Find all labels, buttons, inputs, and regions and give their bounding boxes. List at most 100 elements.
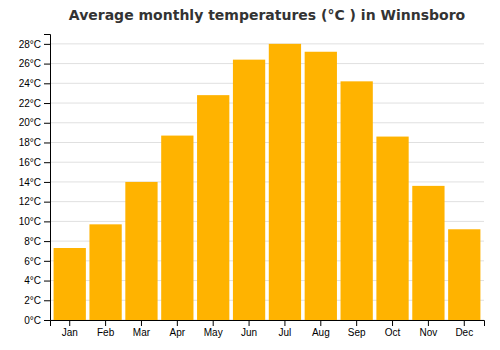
grid-line bbox=[50, 103, 484, 104]
x-tick-mark bbox=[105, 320, 106, 326]
y-tick: 10°C bbox=[19, 216, 50, 227]
y-tick-mark bbox=[44, 261, 50, 262]
bar bbox=[197, 95, 229, 320]
y-tick-mark bbox=[44, 202, 50, 203]
x-tick: Apr bbox=[170, 320, 186, 338]
y-tick-label: 12°C bbox=[19, 196, 41, 207]
y-tick-label: 20°C bbox=[19, 117, 41, 128]
y-tick: 28°C bbox=[19, 39, 50, 50]
x-tick-label: Jul bbox=[279, 327, 292, 338]
grid-line bbox=[50, 63, 484, 64]
x-tick-label: Dec bbox=[455, 327, 473, 338]
bar bbox=[125, 182, 157, 320]
y-axis-line bbox=[44, 35, 51, 321]
bar bbox=[89, 224, 121, 320]
y-tick: 4°C bbox=[24, 275, 50, 286]
y-tick-label: 16°C bbox=[19, 157, 41, 168]
grid-line bbox=[50, 181, 484, 182]
x-tick-label: Sep bbox=[348, 327, 366, 338]
y-tick: 14°C bbox=[19, 177, 50, 188]
x-tick-label: Oct bbox=[385, 327, 401, 338]
y-tick-label: 26°C bbox=[19, 58, 41, 69]
y-tick-mark bbox=[44, 320, 50, 321]
bar bbox=[269, 44, 301, 320]
y-tick-label: 10°C bbox=[19, 216, 41, 227]
y-tick-label: 4°C bbox=[24, 275, 41, 286]
grid-line bbox=[50, 83, 484, 84]
x-tick-mark bbox=[320, 320, 321, 326]
x-tick-label: Jun bbox=[241, 327, 257, 338]
bars bbox=[54, 44, 481, 320]
y-tick-label: 14°C bbox=[19, 177, 41, 188]
y-tick-mark bbox=[44, 281, 50, 282]
x-tick: Feb bbox=[97, 320, 115, 338]
x-tick: Mar bbox=[133, 320, 151, 338]
y-tick: 0°C bbox=[24, 315, 50, 326]
y-tick: 12°C bbox=[19, 196, 50, 207]
y-tick-label: 22°C bbox=[19, 98, 41, 109]
y-tick-mark bbox=[44, 64, 50, 65]
y-tick-mark bbox=[44, 221, 50, 222]
x-tick-label: Apr bbox=[170, 327, 186, 338]
grid-line bbox=[50, 122, 484, 123]
bar bbox=[376, 137, 408, 320]
x-tick-label: Aug bbox=[312, 327, 330, 338]
x-tick: Nov bbox=[420, 320, 438, 338]
y-tick: 2°C bbox=[24, 295, 50, 306]
x-tick-mark bbox=[356, 320, 357, 326]
y-tick: 20°C bbox=[19, 117, 50, 128]
title: Average monthly temperatures (°C ) in Wi… bbox=[69, 7, 466, 23]
x-tick-mark bbox=[464, 320, 465, 326]
x-tick: Dec bbox=[455, 320, 473, 338]
y-tick-mark bbox=[44, 103, 50, 104]
x-tick-label: Nov bbox=[420, 327, 438, 338]
grid-line bbox=[50, 162, 484, 163]
y-tick-label: 18°C bbox=[19, 137, 41, 148]
plot: 0°C 2°C 4°C 6°C 8°C 10°C 12°C 14°C 16°C 18°C 20°C 2… bbox=[19, 35, 485, 339]
x-tick-mark bbox=[284, 320, 285, 326]
y-tick-mark bbox=[44, 123, 50, 124]
x-tick: Jan bbox=[62, 320, 78, 338]
grid bbox=[50, 44, 484, 320]
y-tick-label: 0°C bbox=[24, 315, 41, 326]
y-tick-label: 8°C bbox=[24, 236, 41, 247]
y-tick: 26°C bbox=[19, 58, 50, 69]
x-axis: Jan Feb Mar Apr May Jun Jul Aug Sep Oct Nov Dec bbox=[51, 320, 485, 338]
y-tick-label: 24°C bbox=[19, 78, 41, 89]
y-tick-mark bbox=[44, 83, 50, 84]
x-tick: Jun bbox=[241, 320, 257, 338]
x-tick: Aug bbox=[312, 320, 330, 338]
bar bbox=[233, 60, 265, 320]
bar bbox=[54, 248, 86, 320]
y-tick: 16°C bbox=[19, 157, 50, 168]
x-axis-line bbox=[51, 321, 485, 327]
y-tick-mark bbox=[44, 44, 50, 45]
x-tick: May bbox=[204, 320, 223, 338]
bar bbox=[448, 229, 480, 320]
y-tick: 6°C bbox=[24, 256, 50, 267]
y-tick: 18°C bbox=[19, 137, 50, 148]
y-tick-mark bbox=[44, 300, 50, 301]
y-tick-label: 6°C bbox=[24, 256, 41, 267]
x-tick-mark bbox=[177, 320, 178, 326]
y-tick-mark bbox=[44, 162, 50, 163]
x-tick-label: Mar bbox=[133, 327, 151, 338]
y-tick-label: 2°C bbox=[24, 295, 41, 306]
bar bbox=[161, 136, 193, 320]
grid-line bbox=[50, 142, 484, 143]
y-tick: 24°C bbox=[19, 78, 50, 89]
x-tick-label: Jan bbox=[62, 327, 78, 338]
y-tick-mark bbox=[44, 142, 50, 143]
x-tick: Sep bbox=[348, 320, 366, 338]
y-axis: 0°C 2°C 4°C 6°C 8°C 10°C 12°C 14°C 16°C 18°C 20°C 2… bbox=[19, 35, 51, 326]
chart: Average monthly temperatures (°C ) in Wi… bbox=[0, 0, 500, 350]
x-tick-label: Feb bbox=[97, 327, 115, 338]
y-tick-label: 28°C bbox=[19, 39, 41, 50]
x-tick-label: May bbox=[204, 327, 223, 338]
x-tick-mark bbox=[141, 320, 142, 326]
x-tick-mark bbox=[392, 320, 393, 326]
bar bbox=[412, 186, 444, 320]
y-tick: 8°C bbox=[24, 236, 50, 247]
x-tick: Oct bbox=[385, 320, 401, 338]
x-tick-mark bbox=[428, 320, 429, 326]
